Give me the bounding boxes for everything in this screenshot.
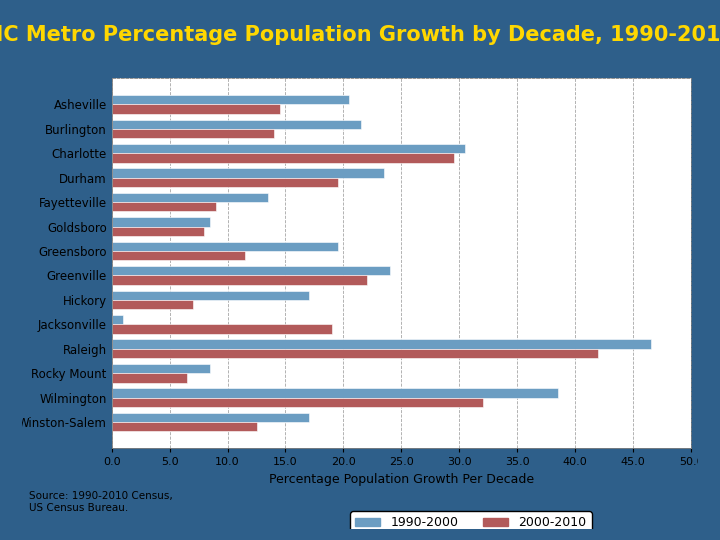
Bar bbox=[112, 364, 210, 373]
Bar bbox=[112, 193, 268, 202]
Bar bbox=[112, 251, 245, 260]
Bar bbox=[112, 202, 216, 212]
Bar bbox=[112, 178, 338, 187]
Bar bbox=[112, 168, 384, 178]
Bar bbox=[112, 242, 338, 251]
Bar bbox=[112, 373, 187, 382]
Bar bbox=[112, 129, 274, 138]
Text: NC Metro Percentage Population Growth by Decade, 1990-2010: NC Metro Percentage Population Growth by… bbox=[0, 25, 720, 45]
Bar bbox=[112, 95, 349, 104]
Bar bbox=[112, 227, 204, 236]
X-axis label: Percentage Population Growth Per Decade: Percentage Population Growth Per Decade bbox=[269, 473, 534, 486]
Bar bbox=[112, 422, 256, 431]
Bar bbox=[112, 325, 332, 334]
Text: Source: 1990-2010 Census,
US Census Bureau.: Source: 1990-2010 Census, US Census Bure… bbox=[29, 491, 173, 513]
Bar bbox=[112, 291, 309, 300]
Bar bbox=[112, 153, 454, 163]
Bar bbox=[112, 349, 598, 358]
Bar bbox=[112, 266, 390, 275]
Bar bbox=[112, 300, 193, 309]
Bar bbox=[112, 340, 651, 349]
Bar bbox=[112, 388, 558, 397]
Bar bbox=[112, 119, 361, 129]
Bar bbox=[112, 275, 366, 285]
Bar bbox=[112, 397, 482, 407]
Bar bbox=[112, 413, 309, 422]
Bar bbox=[112, 144, 465, 153]
Bar bbox=[112, 104, 279, 114]
Bar bbox=[112, 217, 210, 227]
Bar bbox=[112, 315, 123, 325]
Legend: 1990-2000, 2000-2010: 1990-2000, 2000-2010 bbox=[351, 511, 592, 535]
